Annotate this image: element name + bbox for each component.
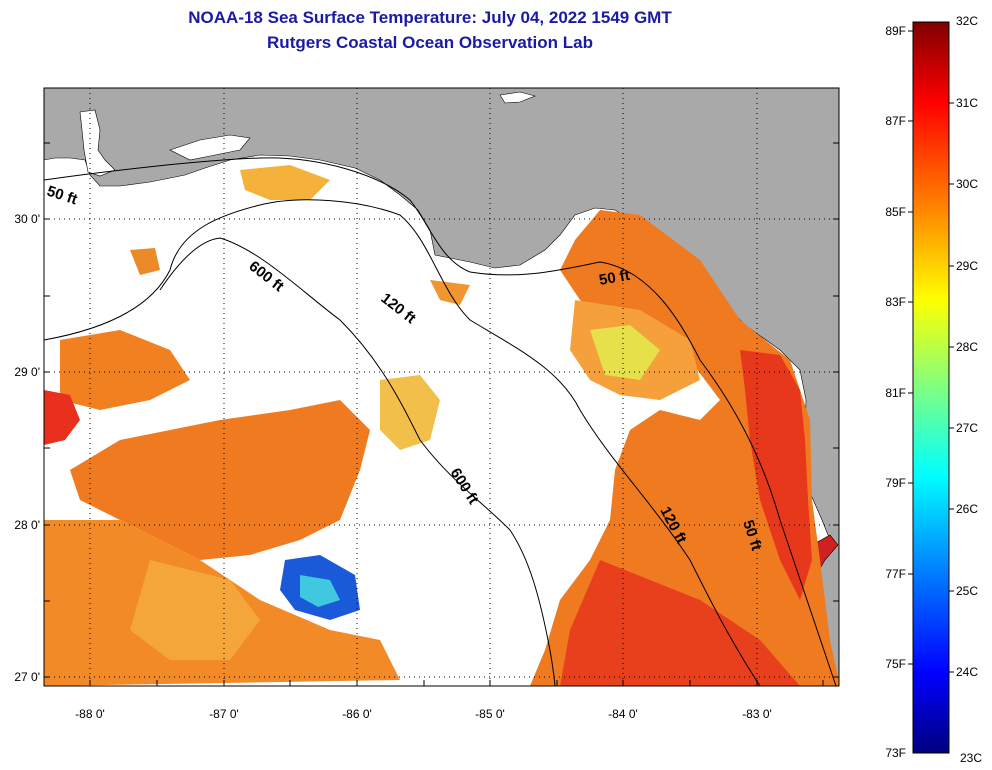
- colorbar-f-label: 89F: [885, 24, 906, 38]
- lon-tick-label: -88 0': [75, 707, 105, 721]
- map-border: [43, 87, 840, 687]
- colorbar-c-label: 23C: [960, 751, 982, 765]
- colorbar-ticks: [908, 30, 954, 673]
- colorbar-c-label: 29C: [956, 259, 978, 273]
- lon-tick-label: -87 0': [209, 707, 239, 721]
- colorbar-c-label: 24C: [956, 665, 978, 679]
- map-title: NOAA-18 Sea Surface Temperature: July 04…: [188, 8, 672, 27]
- lat-tick-label: 27 0': [14, 670, 40, 684]
- colorbar-c-label: 31C: [956, 96, 978, 110]
- lon-tick-label: -83 0': [742, 707, 772, 721]
- colorbar-f-label: 83F: [885, 295, 906, 309]
- lat-tick-label: 28 0': [14, 518, 40, 532]
- colorbar-c-label: 32C: [956, 14, 978, 28]
- colorbar-c-label: 28C: [956, 340, 978, 354]
- lon-tick-label: -86 0': [342, 707, 372, 721]
- colorbar-c-label: 25C: [956, 584, 978, 598]
- colorbar-f-label: 75F: [885, 657, 906, 671]
- colorbar-f-label: 81F: [885, 386, 906, 400]
- bay-water: [169, 134, 251, 161]
- lon-tick-label: -84 0': [608, 707, 638, 721]
- bay-water: [499, 91, 536, 104]
- axis-ticks: [44, 142, 839, 686]
- colorbar-f-label: 77F: [885, 567, 906, 581]
- colorbar-f-label: 87F: [885, 114, 906, 128]
- bay-water: [79, 109, 116, 177]
- contour-label: 50 ft: [598, 267, 631, 289]
- colorbar-c-label: 26C: [956, 502, 978, 516]
- lon-tick-label: -85 0': [475, 707, 505, 721]
- lat-tick-label: 29 0': [14, 365, 40, 379]
- map-subtitle: Rutgers Coastal Ocean Observation Lab: [267, 33, 593, 52]
- colorbar-f-label: 85F: [885, 205, 906, 219]
- bathymetry-contours: [44, 157, 837, 686]
- colorbar-c-label: 27C: [956, 421, 978, 435]
- colorbar: [912, 21, 950, 754]
- colorbar-f-label: 79F: [885, 476, 906, 490]
- land-mass: [44, 88, 839, 686]
- colorbar-c-label: 30C: [956, 177, 978, 191]
- lat-tick-label: 30 0': [14, 212, 40, 226]
- colorbar-f-label: 73F: [885, 746, 906, 760]
